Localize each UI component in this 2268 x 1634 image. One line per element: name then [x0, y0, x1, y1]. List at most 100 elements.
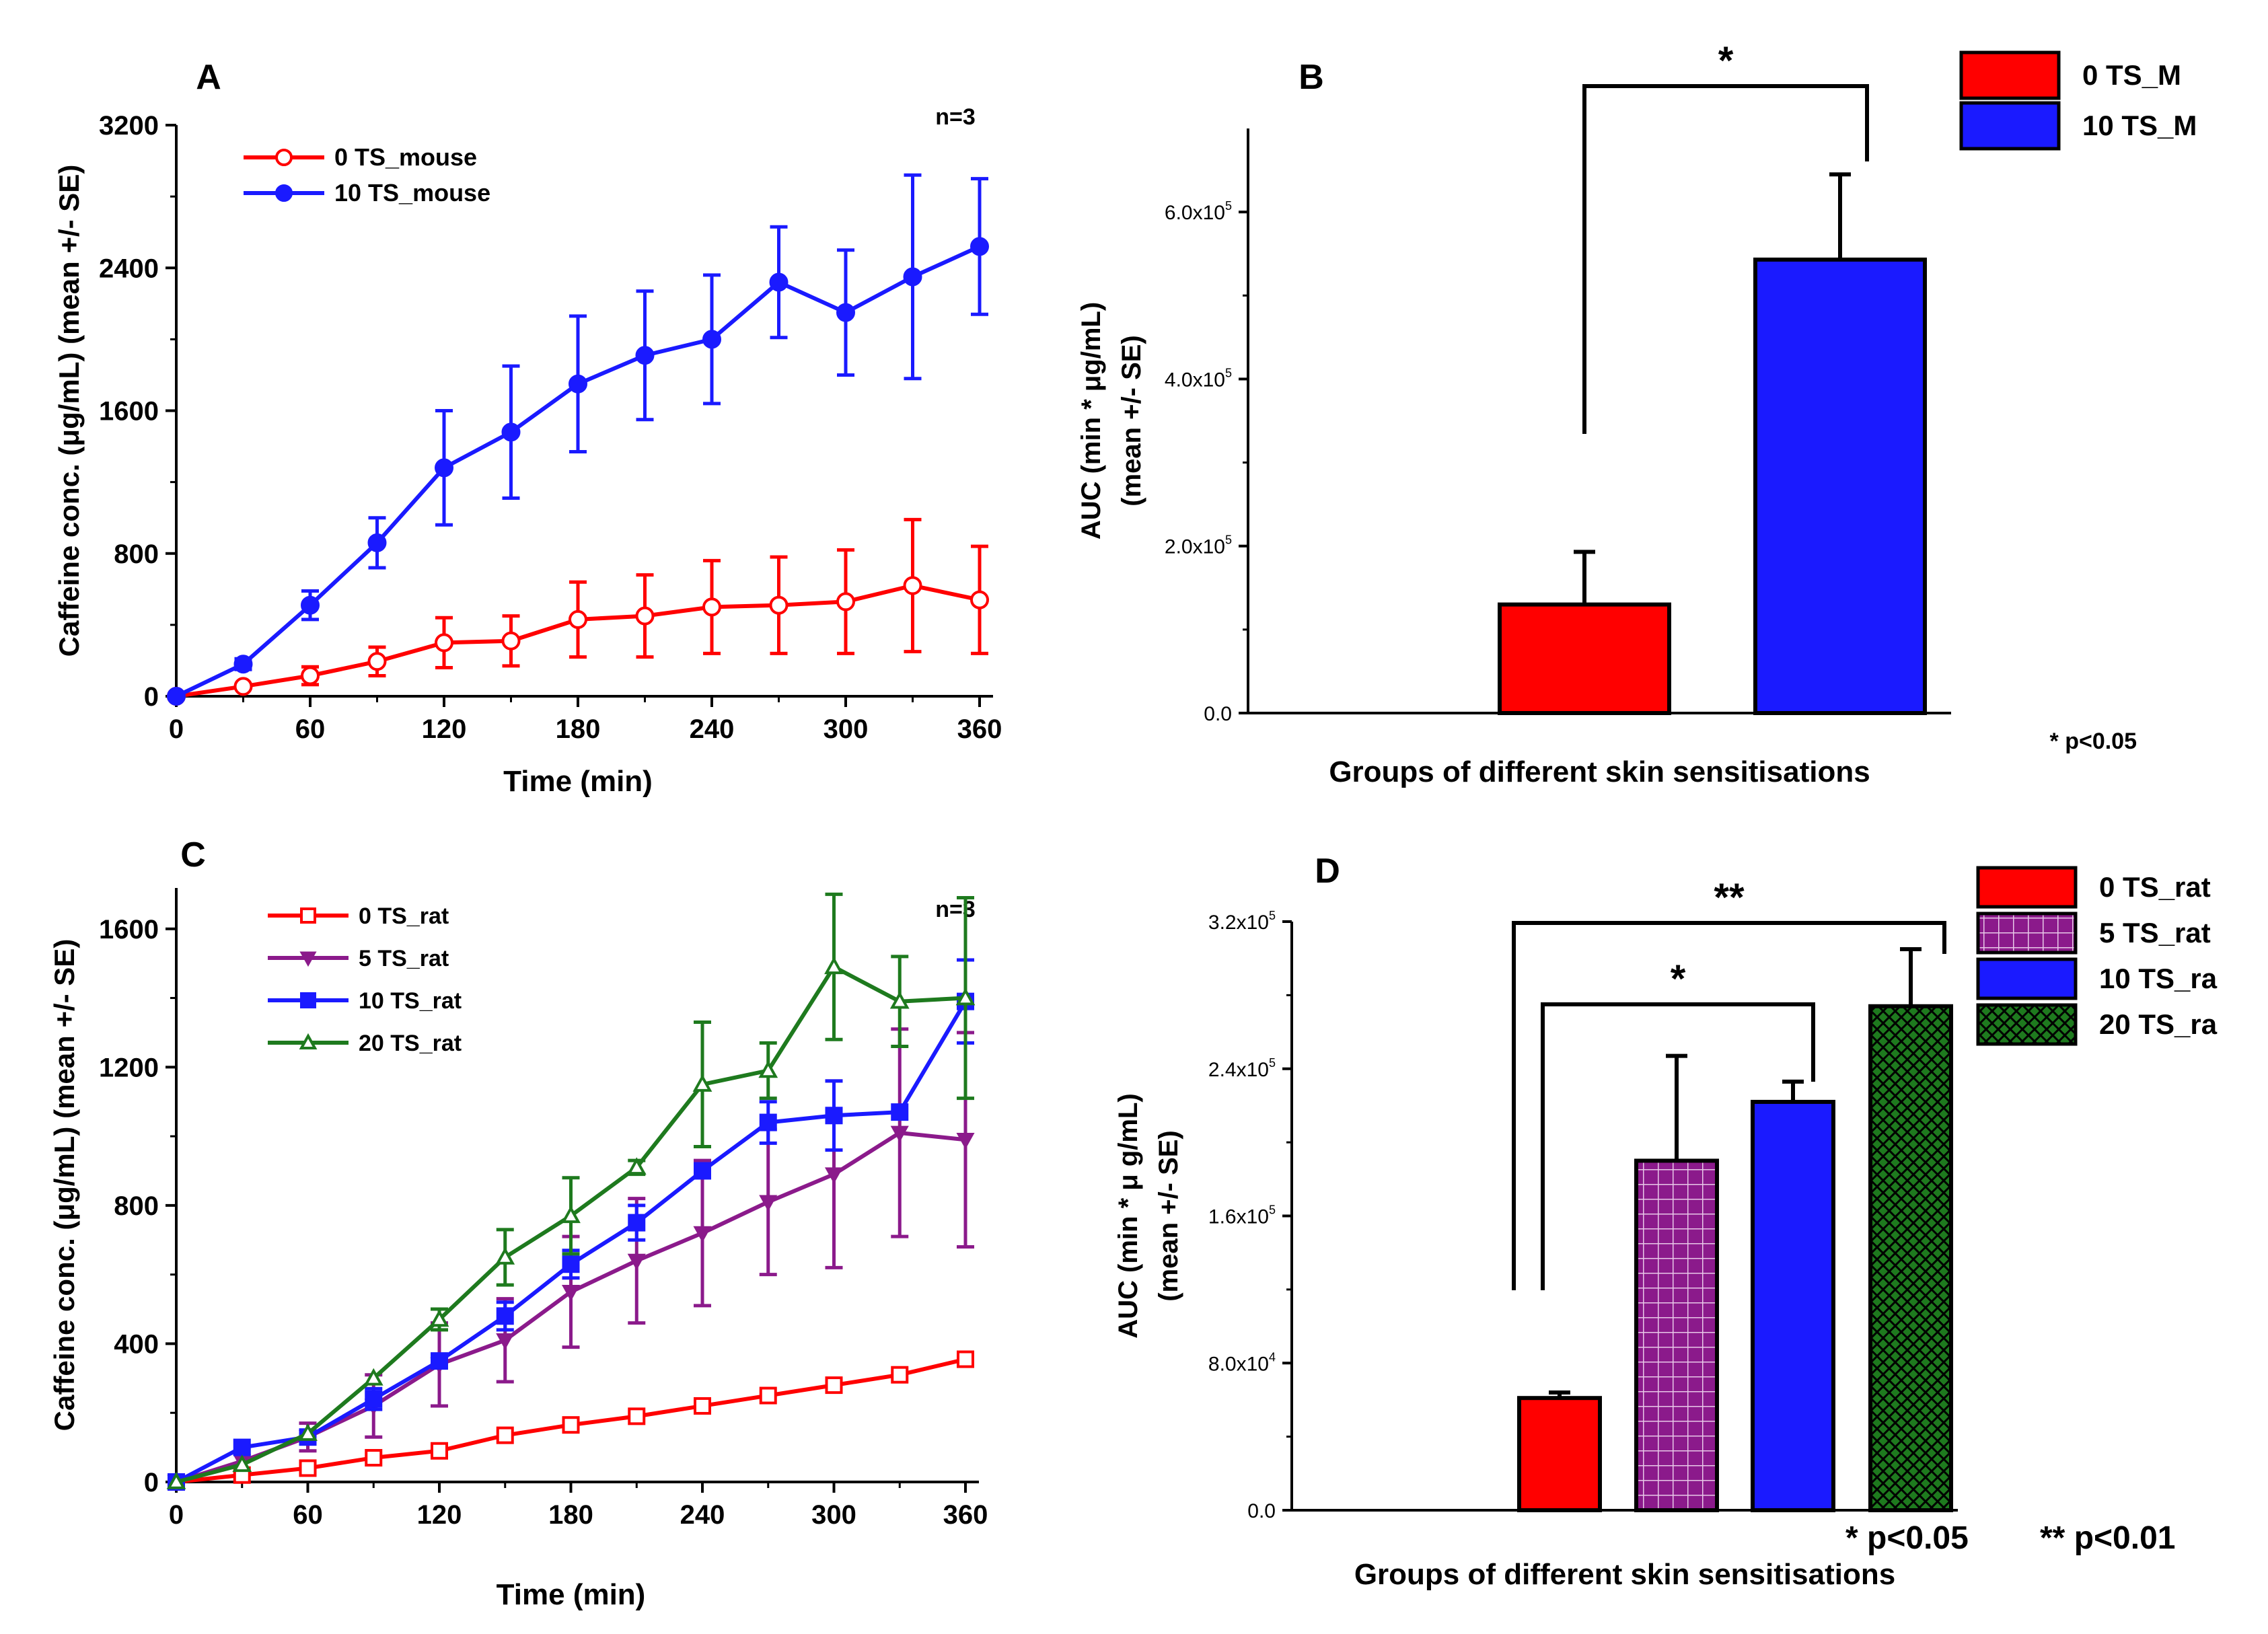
data-point [628, 1214, 646, 1232]
legend-swatch [1976, 1003, 2078, 1046]
data-point [758, 1060, 778, 1078]
y-tick-label: 0 [144, 682, 159, 712]
x-tick-label: 0 [169, 1500, 184, 1530]
data-point [759, 1195, 778, 1212]
bar-0 TS_rat [1517, 1396, 1602, 1512]
y-axis-title: Caffeine conc. (μg/mL) (mean +/- SE) [48, 939, 80, 1432]
data-point [891, 1103, 909, 1121]
x-tick-label: 60 [295, 714, 326, 744]
legend-label: 10 TS_mouse [334, 179, 490, 207]
data-point [298, 1423, 318, 1441]
y-tick-label: 0.0 [1204, 703, 1232, 725]
footnote: * p<0.05 [1845, 1520, 1969, 1556]
y-tick-label: 4.0x105 [1165, 366, 1232, 391]
panel-letter: B [1298, 58, 1324, 97]
data-point [275, 149, 293, 166]
x-axis-title: Time (min) [497, 1578, 646, 1611]
series-0 TS_mouse [167, 517, 989, 706]
data-point [956, 1132, 975, 1150]
panel-letter: A [196, 58, 221, 97]
data-point [431, 1352, 448, 1370]
data-point [562, 1416, 580, 1434]
legend-swatch [1976, 912, 2078, 955]
data-point [496, 1333, 515, 1350]
legend-label: 0 TS_M [2082, 59, 2181, 91]
y-tick-label: 3.2x105 [1208, 909, 1276, 934]
data-point [702, 597, 721, 617]
x-tick-label: 300 [824, 714, 869, 744]
legend-label: 0 TS_rat [359, 903, 449, 929]
significance-star: * [1671, 957, 1686, 1001]
x-tick-label: 300 [811, 1500, 856, 1530]
data-point [299, 1459, 317, 1477]
data-point [363, 1368, 383, 1386]
y-axis-title: Caffeine conc. (μg/mL) (mean +/- SE) [53, 165, 85, 657]
data-point [167, 687, 186, 706]
data-point [435, 633, 453, 653]
data-point [635, 606, 655, 626]
data-point [496, 1307, 514, 1325]
y-tick-label: 2.0x105 [1165, 533, 1232, 558]
y-axis-title: AUC (min * μg/mL) [1076, 302, 1106, 540]
data-point [569, 609, 587, 629]
panel-B: B 0.0 2.0x105 4.0x105 6.0x105 Groups of diffe… [1076, 39, 2197, 788]
series-10 TS_mouse [167, 173, 989, 706]
data-point [759, 1386, 777, 1405]
x-tick-label: 240 [690, 714, 735, 744]
data-point [889, 991, 910, 1009]
data-point [300, 907, 316, 924]
data-point [891, 1366, 909, 1384]
y-tick-label: 3200 [99, 111, 159, 141]
panel-A: An=3 0 60 120 180 240 300 360 0 800 1600 2400 3200 Ti… [53, 58, 1002, 798]
data-point [496, 1426, 514, 1444]
data-point [769, 595, 789, 615]
legend-label: 0 TS_rat [2099, 871, 2211, 903]
data-point [970, 237, 989, 256]
data-point [367, 652, 387, 671]
data-point [825, 1376, 843, 1395]
data-point [692, 1074, 712, 1092]
legend-item: 10 TS_mouse [244, 179, 490, 207]
panel-C: Cn=3 0 60 120 180 240 300 360 0 400 800 1200 1600 Tim… [48, 835, 988, 1611]
y-tick-label: 1.6x105 [1208, 1203, 1276, 1228]
data-point [232, 1454, 252, 1473]
bar-5 TS_rat [1634, 1158, 1719, 1512]
legend-label: 20 TS_rat [359, 1031, 462, 1056]
data-point [166, 1471, 186, 1489]
panel-letter: D [1315, 852, 1340, 891]
sample-size-label: n=3 [935, 104, 976, 130]
data-point [836, 303, 855, 322]
data-point [301, 666, 320, 685]
data-point [561, 1285, 581, 1302]
legend-item: 10 TS_rat [268, 988, 462, 1014]
x-tick-label: 120 [422, 714, 467, 744]
data-point [299, 1033, 318, 1049]
y-tick-label: 800 [114, 540, 159, 569]
data-point [903, 576, 922, 595]
x-axis-title: Groups of different skin sensitisations [1354, 1558, 1895, 1591]
x-tick-label: 360 [957, 714, 1002, 744]
data-point [367, 533, 387, 552]
legend-item: 5 TS_rat [268, 946, 449, 971]
data-point [233, 655, 253, 674]
data-point [301, 595, 320, 615]
data-point [626, 1157, 647, 1175]
legend-label: 20 TS_ra [2099, 1008, 2218, 1040]
y-tick-label: 2.4x105 [1208, 1056, 1276, 1081]
significance-bracket [1512, 921, 1946, 1290]
legend-swatch [1959, 101, 2061, 151]
y-tick-label: 400 [114, 1329, 159, 1359]
data-point [694, 1397, 711, 1415]
data-point [628, 1407, 646, 1425]
data-point [955, 988, 976, 1006]
data-point [702, 330, 721, 349]
data-point [759, 1113, 777, 1131]
y-axis-title: AUC (min * μ g/mL) [1113, 1093, 1143, 1338]
x-tick-label: 120 [417, 1500, 462, 1530]
data-point [970, 590, 989, 609]
bar-10 TS_M [1753, 257, 1927, 715]
data-point [501, 631, 521, 651]
data-point [627, 1253, 646, 1271]
x-tick-label: 0 [169, 714, 184, 744]
data-point [435, 458, 453, 478]
